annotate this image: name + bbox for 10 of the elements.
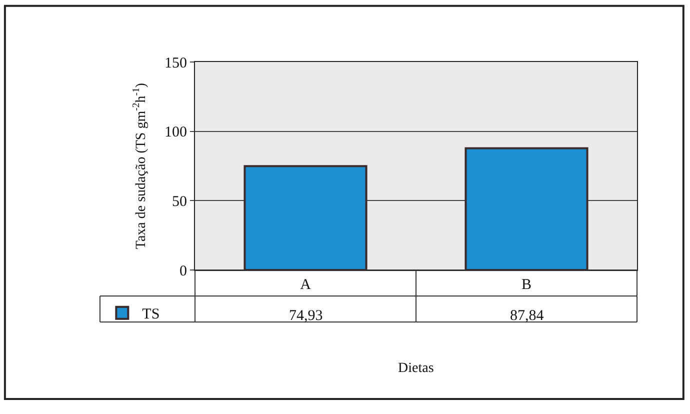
x-tick-label: B [521, 277, 532, 293]
data-label: 74,93 [289, 308, 323, 324]
legend-label: TS [142, 306, 160, 323]
x-axis-title: Dietas [398, 361, 434, 376]
x-tick-label: A [300, 277, 312, 293]
y-tick-label: 100 [164, 124, 187, 141]
y-tick-label: 150 [164, 55, 187, 72]
y-tick-label: 0 [180, 263, 187, 280]
y-tick-label: 50 [172, 194, 187, 210]
data-label: 87,84 [510, 308, 544, 324]
